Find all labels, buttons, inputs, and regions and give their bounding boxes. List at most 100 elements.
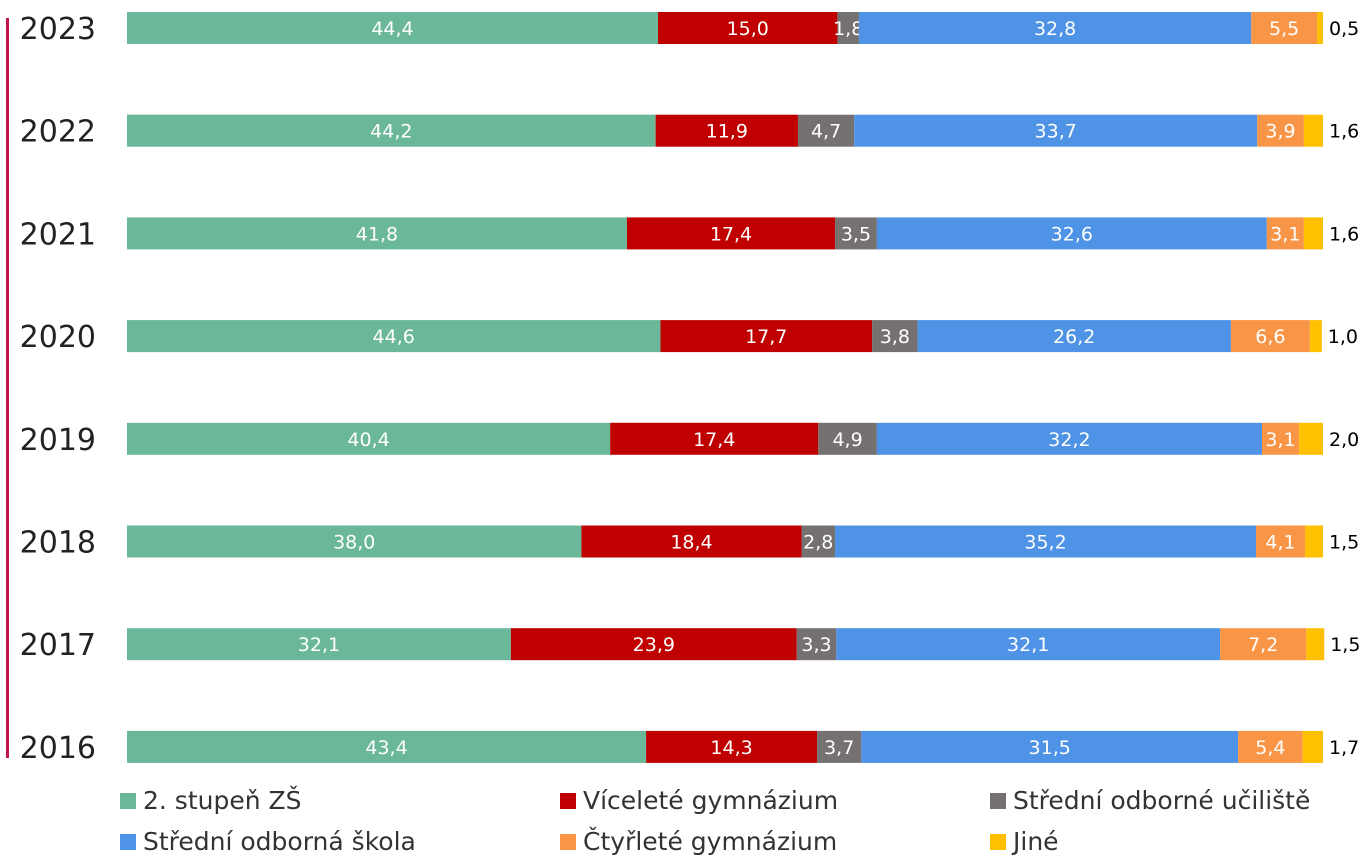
bar-2018-series-0 bbox=[127, 525, 582, 558]
legend-item-1: Víceleté gymnázium bbox=[560, 786, 990, 815]
data-label-2016-series-5: 1,7 bbox=[1329, 737, 1359, 759]
data-label-2018-series-4: 4,1 bbox=[1265, 532, 1295, 554]
data-label-2022-series-0: 44,2 bbox=[370, 121, 412, 143]
bar-2020-series-0 bbox=[127, 320, 661, 353]
bar-2022-series-3 bbox=[854, 114, 1258, 147]
data-label-2017-series-2: 3,3 bbox=[801, 634, 831, 656]
bar-2020-series-1 bbox=[660, 320, 873, 353]
bar-2023-series-3 bbox=[858, 12, 1252, 44]
bar-2022-series-5 bbox=[1303, 114, 1323, 147]
bar-2016-series-4 bbox=[1238, 730, 1303, 763]
legend-label-0: 2. stupeň ZŠ bbox=[143, 786, 302, 815]
bar-2019-series-1 bbox=[610, 422, 819, 455]
data-label-2020-series-4: 6,6 bbox=[1255, 326, 1285, 348]
y-tick-label-2021: 2021 bbox=[20, 217, 96, 252]
data-label-2018-series-0: 38,0 bbox=[333, 532, 375, 554]
data-label-2019-series-3: 32,2 bbox=[1048, 429, 1090, 451]
data-label-2016-series-1: 14,3 bbox=[710, 737, 752, 759]
legend-label-2: Střední odborné učiliště bbox=[1013, 786, 1311, 815]
legend-item-0: 2. stupeň ZŠ bbox=[120, 786, 560, 815]
data-label-2021-series-2: 3,5 bbox=[841, 223, 871, 245]
bar-2018-series-3 bbox=[835, 525, 1257, 558]
y-tick-label-2020: 2020 bbox=[20, 320, 96, 355]
data-label-2019-series-1: 17,4 bbox=[693, 429, 735, 451]
data-label-2023-series-3: 32,8 bbox=[1034, 18, 1076, 40]
data-label-2017-series-0: 32,1 bbox=[298, 634, 340, 656]
bar-2017-series-1 bbox=[510, 628, 797, 661]
data-label-2016-series-0: 43,4 bbox=[365, 737, 407, 759]
data-label-2023-series-4: 5,5 bbox=[1269, 18, 1299, 40]
y-tick-label-2016: 2016 bbox=[20, 731, 96, 766]
bar-2016-series-0 bbox=[127, 730, 647, 763]
bar-2019-series-5 bbox=[1299, 422, 1323, 455]
legend-swatch-4 bbox=[560, 833, 576, 850]
legend-label-4: Čtyřleté gymnázium bbox=[583, 827, 838, 856]
bar-2019-series-3 bbox=[876, 422, 1263, 455]
bar-2022-series-1 bbox=[655, 114, 798, 147]
bar-2017-series-4 bbox=[1220, 628, 1307, 661]
data-label-2016-series-4: 5,4 bbox=[1255, 737, 1285, 759]
data-label-2022-series-4: 3,9 bbox=[1265, 121, 1295, 143]
legend-label-1: Víceleté gymnázium bbox=[583, 786, 839, 815]
data-label-2017-series-1: 23,9 bbox=[633, 634, 675, 656]
y-tick-label-2022: 2022 bbox=[20, 115, 96, 150]
data-label-2023-series-0: 44,4 bbox=[371, 18, 413, 40]
legend-label-5: Jiné bbox=[1013, 827, 1059, 856]
legend-item-4: Čtyřleté gymnázium bbox=[560, 827, 990, 856]
data-label-2020-series-0: 44,6 bbox=[373, 326, 415, 348]
bar-2023-series-0 bbox=[127, 12, 659, 44]
bar-2020-series-3 bbox=[917, 320, 1231, 353]
data-label-2018-series-1: 18,4 bbox=[670, 532, 712, 554]
frame-accent-line bbox=[6, 18, 9, 758]
bar-2021-series-3 bbox=[876, 217, 1267, 250]
chart-legend: 2. stupeň ZŠ Víceleté gymnázium Střední od… bbox=[120, 786, 1360, 856]
bar-2021-series-2 bbox=[835, 217, 877, 250]
data-label-2019-series-4: 3,1 bbox=[1265, 429, 1295, 451]
bar-2017-series-2 bbox=[796, 628, 837, 661]
bar-2016-series-2 bbox=[817, 730, 862, 763]
bar-2018-series-1 bbox=[581, 525, 802, 558]
bar-2017-series-0 bbox=[127, 628, 511, 661]
legend-item-3: Střední odborná škola bbox=[120, 827, 560, 856]
data-label-2018-series-2: 2,8 bbox=[803, 532, 833, 554]
data-label-2022-series-3: 33,7 bbox=[1035, 121, 1077, 143]
bar-2021-series-0 bbox=[127, 217, 627, 250]
data-label-2019-series-0: 40,4 bbox=[347, 429, 389, 451]
bar-2023-series-5 bbox=[1317, 12, 1323, 44]
data-label-2016-series-2: 3,7 bbox=[824, 737, 854, 759]
legend-swatch-0 bbox=[120, 792, 136, 809]
data-label-2023-series-1: 15,0 bbox=[727, 18, 769, 40]
legend-swatch-2 bbox=[990, 792, 1006, 809]
data-label-2021-series-4: 3,1 bbox=[1270, 223, 1300, 245]
data-label-2023-series-2: 1,8 bbox=[833, 18, 863, 40]
bar-2021-series-5 bbox=[1303, 217, 1323, 250]
bar-2017-series-3 bbox=[836, 628, 1221, 661]
data-label-2022-series-2: 4,7 bbox=[811, 121, 841, 143]
legend-swatch-3 bbox=[120, 833, 136, 850]
bar-2020-series-5 bbox=[1309, 320, 1322, 353]
data-label-2019-series-5: 2,0 bbox=[1329, 429, 1359, 451]
data-label-2020-series-3: 26,2 bbox=[1053, 326, 1095, 348]
stacked-bar-chart: 2023 44,4 15,0 1,8 32,8 5,5 0,5 2022 44,2 11,9 4,7… bbox=[20, 12, 1360, 766]
bar-2020-series-2 bbox=[872, 320, 918, 353]
data-label-2020-series-5: 1,0 bbox=[1328, 326, 1358, 348]
bar-2018-series-2 bbox=[801, 525, 836, 558]
bar-2019-series-4 bbox=[1262, 422, 1300, 455]
bar-2022-series-0 bbox=[127, 114, 656, 147]
bar-2023-series-1 bbox=[658, 12, 838, 44]
y-tick-label-2023: 2023 bbox=[20, 12, 96, 47]
y-tick-label-2017: 2017 bbox=[20, 628, 96, 663]
y-tick-label-2019: 2019 bbox=[20, 423, 96, 458]
bar-2017-series-5 bbox=[1306, 628, 1325, 661]
y-tick-label-2018: 2018 bbox=[20, 526, 96, 561]
bar-2016-series-3 bbox=[861, 730, 1239, 763]
data-label-2021-series-5: 1,6 bbox=[1329, 223, 1359, 245]
bar-2021-series-4 bbox=[1266, 217, 1304, 250]
bar-2021-series-1 bbox=[626, 217, 836, 250]
bar-2023-series-4 bbox=[1251, 12, 1318, 44]
data-label-2022-series-1: 11,9 bbox=[706, 121, 748, 143]
data-label-2019-series-2: 4,9 bbox=[832, 429, 862, 451]
bar-2018-series-4 bbox=[1256, 525, 1306, 558]
data-label-2018-series-5: 1,5 bbox=[1329, 532, 1359, 554]
data-label-2020-series-1: 17,7 bbox=[745, 326, 787, 348]
